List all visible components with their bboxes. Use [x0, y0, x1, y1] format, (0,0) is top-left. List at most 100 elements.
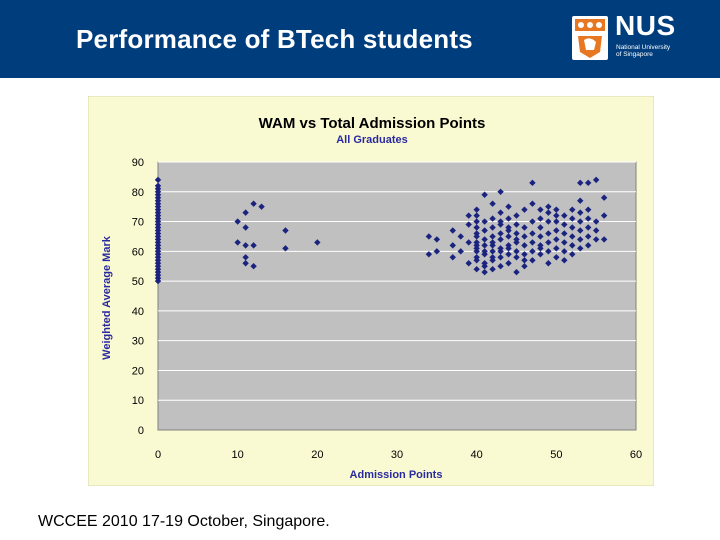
data-point-0-121 — [521, 263, 528, 270]
data-point-0-45 — [282, 227, 289, 234]
data-point-0-118 — [513, 221, 520, 228]
x-axis-label: Admission Points — [350, 469, 443, 481]
data-point-0-43 — [250, 263, 257, 270]
data-point-0-83 — [481, 248, 488, 255]
y-axis-label: Weighted Average Mark — [101, 235, 113, 360]
data-point-0-36 — [242, 209, 249, 216]
data-point-0-88 — [489, 233, 496, 240]
y-tick-label-1: 10 — [132, 395, 144, 407]
x-tick-label-2: 20 — [311, 449, 323, 461]
data-point-0-49 — [425, 251, 433, 258]
data-point-0-39 — [242, 254, 249, 261]
data-point-0-68 — [473, 257, 480, 264]
data-point-0-57 — [465, 221, 472, 228]
data-point-0-58 — [465, 239, 472, 246]
data-point-0-133 — [529, 200, 536, 207]
data-point-0-60 — [465, 212, 472, 219]
data-point-0-131 — [529, 230, 536, 237]
data-point-0-72 — [473, 224, 480, 231]
data-point-0-51 — [433, 248, 441, 255]
data-point-0-78 — [481, 236, 488, 243]
data-point-0-95 — [497, 254, 504, 261]
data-point-0-94 — [497, 263, 504, 270]
x-tick-label-1: 10 — [232, 449, 244, 461]
data-point-0-52 — [449, 242, 456, 249]
y-tick-label-7: 70 — [132, 217, 144, 229]
data-point-0-141 — [537, 245, 544, 252]
data-point-0-42 — [250, 242, 257, 249]
nus-logo-text: NUS — [615, 10, 676, 41]
data-point-0-126 — [521, 206, 528, 213]
data-point-0-123 — [521, 242, 528, 249]
data-point-0-93 — [489, 239, 496, 246]
data-point-0-67 — [473, 206, 480, 213]
y-tick-label-6: 60 — [132, 246, 144, 258]
data-point-0-80 — [481, 218, 488, 225]
scatter-chart-container: WAM vs Total Admission Points All Gradua… — [87, 95, 655, 487]
slide-title: Performance of BTech students — [76, 24, 473, 54]
data-point-0-77 — [481, 242, 488, 249]
data-point-0-129 — [529, 248, 536, 255]
data-point-0-148 — [545, 203, 552, 210]
plot-layer: 0 10 20 30 40 50 60 70 80 90 0 10 20 30 40 50 60 — [132, 157, 642, 461]
data-point-0-34 — [234, 239, 241, 246]
data-point-0-109 — [505, 215, 512, 222]
y-tick-label-4: 40 — [132, 306, 144, 318]
data-point-0-47 — [314, 239, 321, 246]
data-point-0-124 — [521, 233, 528, 240]
data-point-0-139 — [537, 215, 544, 222]
data-point-0-53 — [449, 254, 456, 261]
data-point-0-180 — [585, 242, 592, 249]
data-point-0-161 — [561, 257, 568, 264]
data-point-0-162 — [569, 242, 576, 249]
data-point-0-146 — [545, 218, 552, 225]
data-point-0-71 — [473, 233, 480, 240]
data-point-0-46 — [282, 245, 289, 252]
nus-logo — [572, 16, 608, 60]
data-point-0-128 — [529, 257, 536, 264]
data-point-0-115 — [513, 248, 520, 255]
data-point-0-164 — [569, 224, 576, 231]
data-point-0-105 — [505, 251, 512, 258]
y-tick-label-3: 30 — [132, 336, 144, 348]
data-point-0-185 — [600, 212, 608, 219]
data-point-0-48 — [425, 233, 433, 240]
data-point-0-69 — [473, 248, 480, 255]
data-point-0-111 — [505, 245, 512, 252]
data-point-0-101 — [497, 188, 504, 195]
y-tick-label-8: 80 — [132, 187, 144, 199]
y-tick-label-9: 90 — [132, 157, 144, 169]
data-point-0-117 — [513, 230, 520, 237]
data-point-0-92 — [489, 254, 496, 261]
data-point-0-112 — [505, 224, 512, 231]
x-tick-label-5: 50 — [550, 449, 562, 461]
data-point-0-41 — [250, 200, 257, 207]
data-point-0-120 — [513, 236, 520, 243]
x-tick-label-3: 30 — [391, 449, 403, 461]
data-point-0-127 — [521, 257, 528, 264]
data-point-0-176 — [585, 224, 592, 231]
data-point-0-40 — [242, 260, 249, 267]
data-point-0-86 — [489, 248, 496, 255]
data-point-0-56 — [457, 233, 464, 240]
data-point-0-110 — [505, 203, 512, 210]
nus-logo-subtitle: National University of Singapore — [616, 44, 696, 58]
data-point-0-79 — [481, 227, 488, 234]
data-point-0-59 — [465, 260, 472, 267]
y-tick-label-5: 50 — [132, 276, 144, 288]
data-point-0-55 — [457, 248, 464, 255]
chart-subtitle: All Graduates — [336, 134, 408, 146]
data-point-0-130 — [529, 239, 536, 246]
nus-logo-subtitle-line1: National University — [616, 44, 671, 51]
data-point-0-135 — [537, 251, 544, 258]
data-point-0-73 — [473, 212, 480, 219]
data-point-0-89 — [489, 224, 496, 231]
data-point-0-84 — [489, 266, 496, 273]
data-point-0-54 — [449, 227, 456, 234]
data-point-0-132 — [529, 218, 536, 225]
data-point-0-102 — [497, 248, 504, 255]
data-point-0-119 — [513, 212, 520, 219]
data-point-0-138 — [537, 224, 544, 231]
data-point-0-187 — [600, 236, 608, 243]
chart-title: WAM vs Total Admission Points — [259, 115, 486, 132]
